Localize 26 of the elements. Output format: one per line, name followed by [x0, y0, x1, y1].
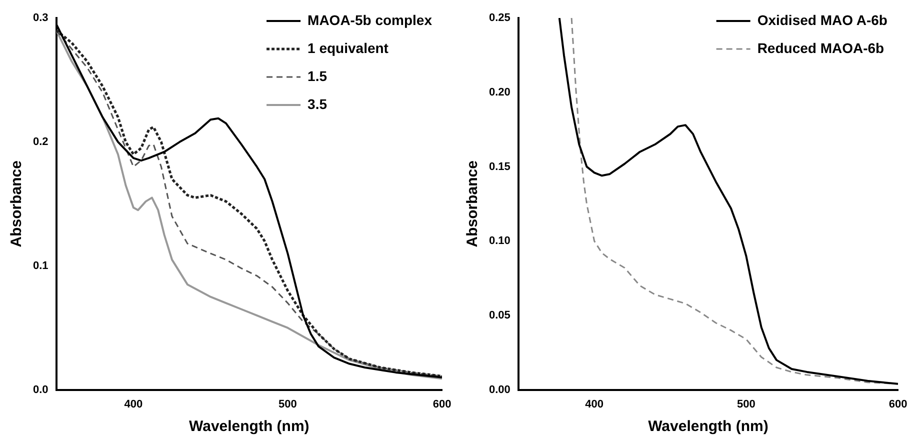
y-tick-label: 0.10 [488, 235, 510, 248]
y-tick-label: 0.20 [488, 86, 510, 98]
legend-label: 1.5 [308, 68, 328, 84]
x-axis-title: Wavelength (nm) [648, 418, 768, 436]
x-axis-title: Wavelength (nm) [189, 418, 310, 436]
x-tick-label: 500 [736, 398, 756, 410]
y-tick-label: 0.2 [32, 136, 48, 148]
x-tick-label: 600 [888, 398, 908, 410]
legend-label: Reduced MAOA-6b [757, 40, 884, 56]
x-tick-label: 400 [585, 398, 604, 410]
legend-label: Oxidised MAO A-6b [757, 12, 888, 28]
y-tick-label: 0.3 [32, 12, 48, 24]
y-tick-label: 0.05 [488, 309, 510, 322]
y-axis-title: Absorbance [8, 160, 26, 248]
x-tick-label: 400 [124, 398, 143, 410]
x-tick-label: 500 [278, 398, 297, 410]
legend-label: MAOA-5b complex [308, 12, 432, 28]
legend-label: 1 equivalent [308, 40, 389, 56]
y-tick-label: 0.1 [32, 260, 48, 272]
y-tick-label: 0.0 [32, 384, 48, 396]
y-tick-label: 0.25 [488, 12, 510, 24]
x-tick-label: 600 [432, 398, 452, 410]
y-tick-label: 0.00 [488, 384, 510, 396]
legend-label: 3.5 [308, 96, 328, 112]
y-axis-title: Absorbance [464, 160, 482, 248]
y-tick-label: 0.15 [488, 160, 510, 173]
